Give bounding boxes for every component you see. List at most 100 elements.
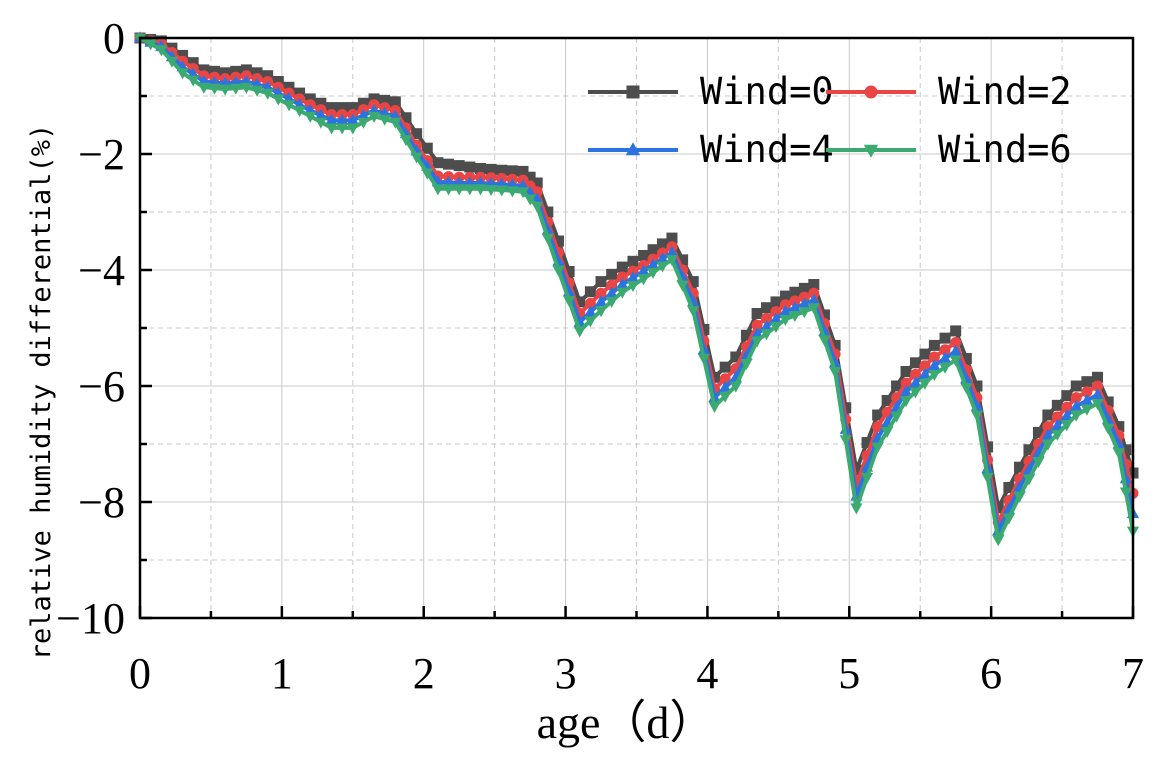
data-point (453, 160, 465, 172)
data-point (1032, 426, 1044, 438)
y-tick-label: −6 (78, 362, 125, 411)
data-point (677, 254, 689, 266)
data-point (176, 68, 189, 80)
data-point (872, 409, 884, 421)
data-point (389, 96, 401, 108)
data-point (719, 361, 731, 373)
data-point (637, 264, 650, 276)
data-point (647, 267, 660, 279)
grid (140, 38, 1133, 618)
data-point (442, 184, 455, 196)
data-point (304, 111, 317, 123)
data-point (779, 314, 792, 326)
data-point (616, 271, 628, 283)
data-point (399, 135, 413, 147)
data-point (240, 64, 252, 76)
data-point (606, 268, 618, 280)
data-point (627, 255, 639, 267)
data-point (657, 238, 669, 250)
data-point (665, 255, 679, 267)
data-point (552, 235, 564, 247)
data-point (839, 435, 852, 447)
data-point (261, 88, 274, 100)
data-point (808, 279, 820, 290)
data-point (788, 301, 801, 313)
data-point (208, 65, 220, 77)
data-point (798, 307, 811, 319)
data-point (729, 381, 742, 393)
data-point (789, 295, 801, 307)
data-point (637, 274, 650, 286)
data-point (464, 161, 476, 173)
legend: Wind=0 Wind=2 Wind=4 Wind=6 (588, 70, 1072, 171)
data-point (808, 287, 820, 299)
data-point (1070, 399, 1083, 411)
data-point (687, 306, 700, 318)
data-point (187, 75, 200, 87)
data-point (900, 377, 912, 389)
data-point (626, 271, 640, 283)
data-point (864, 85, 878, 99)
data-point (919, 360, 931, 372)
x-axis-title: age（d） (537, 697, 716, 748)
data-point (1051, 429, 1064, 441)
data-point (400, 112, 412, 124)
data-point (347, 102, 359, 114)
data-point (992, 535, 1005, 547)
data-point (751, 319, 763, 331)
data-point (584, 297, 596, 309)
data-point (368, 111, 381, 123)
data-point (779, 290, 791, 302)
data-point (1091, 388, 1104, 400)
series-layer (133, 31, 1140, 547)
data-point (552, 265, 565, 277)
legend-label: Wind=6 (938, 128, 1072, 171)
data-point (900, 366, 912, 377)
data-point (198, 64, 210, 76)
data-point (656, 252, 669, 264)
data-point (871, 442, 884, 454)
data-point (357, 117, 370, 129)
data-point (584, 286, 596, 298)
data-point (294, 87, 306, 99)
data-point (584, 316, 597, 328)
data-point (1022, 474, 1036, 486)
data-point (574, 296, 586, 308)
data-point (818, 309, 830, 321)
data-point (443, 158, 455, 170)
data-point (187, 57, 199, 69)
data-point (740, 329, 752, 341)
data-point (761, 312, 773, 324)
data-point (496, 164, 508, 176)
data-point (928, 351, 940, 363)
data-point (789, 286, 801, 298)
data-point (761, 302, 773, 314)
data-point (751, 308, 763, 319)
data-point (770, 296, 782, 308)
data-point (177, 49, 189, 61)
data-point (807, 303, 820, 315)
data-point (730, 351, 742, 363)
data-point (262, 70, 274, 82)
data-point (950, 325, 962, 337)
x-tick-label: 5 (838, 649, 860, 698)
data-point (798, 291, 810, 303)
data-point (769, 322, 783, 334)
data-point (616, 261, 628, 273)
data-point (485, 163, 497, 175)
data-point (573, 326, 586, 338)
data-point (960, 383, 973, 395)
data-point (250, 85, 264, 97)
data-point (541, 233, 554, 245)
data-point (850, 464, 862, 476)
data-point (760, 319, 773, 331)
y-tick-label: −2 (78, 130, 125, 179)
data-point (595, 276, 607, 288)
data-point (919, 348, 931, 360)
data-point (687, 276, 699, 288)
data-point (899, 396, 913, 408)
legend-label: Wind=0 (700, 70, 834, 113)
data-point (325, 113, 338, 125)
data-point (283, 81, 295, 93)
